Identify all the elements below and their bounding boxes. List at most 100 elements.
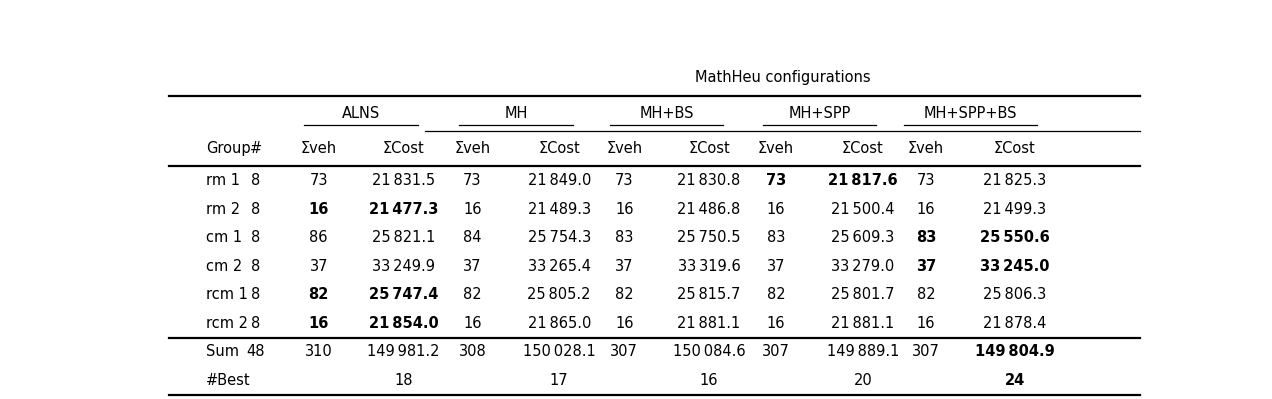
Text: MH: MH <box>504 106 528 120</box>
Text: 21 881.1: 21 881.1 <box>831 316 894 331</box>
Text: ΣCost: ΣCost <box>688 141 730 156</box>
Text: 21 865.0: 21 865.0 <box>528 316 591 331</box>
Text: 24: 24 <box>1005 373 1025 388</box>
Text: MH+SPP: MH+SPP <box>789 106 851 120</box>
Text: 150 028.1: 150 028.1 <box>523 344 595 359</box>
Text: 82: 82 <box>463 287 482 302</box>
Text: 307: 307 <box>912 344 940 359</box>
Text: 16: 16 <box>309 201 329 217</box>
Text: 149 981.2: 149 981.2 <box>368 344 440 359</box>
Text: 25 754.3: 25 754.3 <box>528 230 591 245</box>
Text: 307: 307 <box>611 344 639 359</box>
Text: 73: 73 <box>616 173 633 188</box>
Text: 8: 8 <box>251 230 261 245</box>
Text: 310: 310 <box>305 344 332 359</box>
Text: 21 825.3: 21 825.3 <box>983 173 1047 188</box>
Text: 73: 73 <box>917 173 935 188</box>
Text: 307: 307 <box>762 344 790 359</box>
Text: 83: 83 <box>616 230 633 245</box>
Text: 16: 16 <box>917 316 935 331</box>
Text: 21 854.0: 21 854.0 <box>369 316 439 331</box>
Text: 308: 308 <box>459 344 486 359</box>
Text: ALNS: ALNS <box>342 106 380 120</box>
Text: 20: 20 <box>854 373 873 388</box>
Text: 33 319.6: 33 319.6 <box>678 259 740 274</box>
Text: 48: 48 <box>247 344 265 359</box>
Text: 149 889.1: 149 889.1 <box>827 344 899 359</box>
Text: 82: 82 <box>309 287 329 302</box>
Text: 150 084.6: 150 084.6 <box>673 344 745 359</box>
Text: Group: Group <box>206 141 251 156</box>
Text: 21 500.4: 21 500.4 <box>831 201 894 217</box>
Text: 83: 83 <box>916 230 936 245</box>
Text: MathHeu configurations: MathHeu configurations <box>695 70 870 85</box>
Text: 21 881.1: 21 881.1 <box>678 316 740 331</box>
Text: 16: 16 <box>616 316 633 331</box>
Text: 73: 73 <box>463 173 482 188</box>
Text: Σveh: Σveh <box>454 141 491 156</box>
Text: 33 245.0: 33 245.0 <box>979 259 1049 274</box>
Text: Σveh: Σveh <box>300 141 337 156</box>
Text: 73: 73 <box>309 173 328 188</box>
Text: 18: 18 <box>394 373 412 388</box>
Text: 16: 16 <box>463 201 482 217</box>
Text: cm 1: cm 1 <box>206 230 243 245</box>
Text: ΣCost: ΣCost <box>538 141 580 156</box>
Text: 25 747.4: 25 747.4 <box>369 287 438 302</box>
Text: 21 489.3: 21 489.3 <box>528 201 590 217</box>
Text: 8: 8 <box>251 287 261 302</box>
Text: 25 821.1: 25 821.1 <box>371 230 435 245</box>
Text: 21 830.8: 21 830.8 <box>678 173 740 188</box>
Text: 8: 8 <box>251 173 261 188</box>
Text: 21 849.0: 21 849.0 <box>528 173 591 188</box>
Text: 83: 83 <box>767 230 785 245</box>
Text: rm 2: rm 2 <box>206 201 240 217</box>
Text: 21 831.5: 21 831.5 <box>371 173 435 188</box>
Text: 16: 16 <box>767 201 785 217</box>
Text: Σveh: Σveh <box>607 141 642 156</box>
Text: 8: 8 <box>251 316 261 331</box>
Text: 37: 37 <box>309 259 328 274</box>
Text: #: # <box>249 141 262 156</box>
Text: 33 279.0: 33 279.0 <box>831 259 894 274</box>
Text: 16: 16 <box>309 316 329 331</box>
Text: 86: 86 <box>309 230 328 245</box>
Text: 16: 16 <box>616 201 633 217</box>
Text: 37: 37 <box>463 259 482 274</box>
Text: 73: 73 <box>766 173 786 188</box>
Text: 33 249.9: 33 249.9 <box>371 259 435 274</box>
Text: 25 815.7: 25 815.7 <box>678 287 740 302</box>
Text: 82: 82 <box>614 287 633 302</box>
Text: 8: 8 <box>251 259 261 274</box>
Text: rm 1: rm 1 <box>206 173 240 188</box>
Text: 25 805.2: 25 805.2 <box>528 287 591 302</box>
Text: MH+BS: MH+BS <box>640 106 695 120</box>
Text: rcm 2: rcm 2 <box>206 316 248 331</box>
Text: ΣCost: ΣCost <box>993 141 1035 156</box>
Text: #Best: #Best <box>206 373 251 388</box>
Text: ΣCost: ΣCost <box>842 141 884 156</box>
Text: 16: 16 <box>767 316 785 331</box>
Text: 149 804.9: 149 804.9 <box>974 344 1054 359</box>
Text: 25 806.3: 25 806.3 <box>983 287 1047 302</box>
Text: 82: 82 <box>767 287 785 302</box>
Text: 37: 37 <box>616 259 633 274</box>
Text: 16: 16 <box>463 316 482 331</box>
Text: 25 801.7: 25 801.7 <box>831 287 894 302</box>
Text: 84: 84 <box>463 230 482 245</box>
Text: 25 550.6: 25 550.6 <box>979 230 1049 245</box>
Text: 37: 37 <box>916 259 936 274</box>
Text: 25 750.5: 25 750.5 <box>677 230 740 245</box>
Text: MH+SPP+BS: MH+SPP+BS <box>923 106 1018 120</box>
Text: cm 2: cm 2 <box>206 259 243 274</box>
Text: Σveh: Σveh <box>908 141 944 156</box>
Text: 21 499.3: 21 499.3 <box>983 201 1047 217</box>
Text: Sum: Sum <box>206 344 239 359</box>
Text: 17: 17 <box>550 373 569 388</box>
Text: 37: 37 <box>767 259 785 274</box>
Text: 33 265.4: 33 265.4 <box>528 259 590 274</box>
Text: 8: 8 <box>251 201 261 217</box>
Text: 21 817.6: 21 817.6 <box>828 173 898 188</box>
Text: ΣCost: ΣCost <box>383 141 425 156</box>
Text: 82: 82 <box>917 287 935 302</box>
